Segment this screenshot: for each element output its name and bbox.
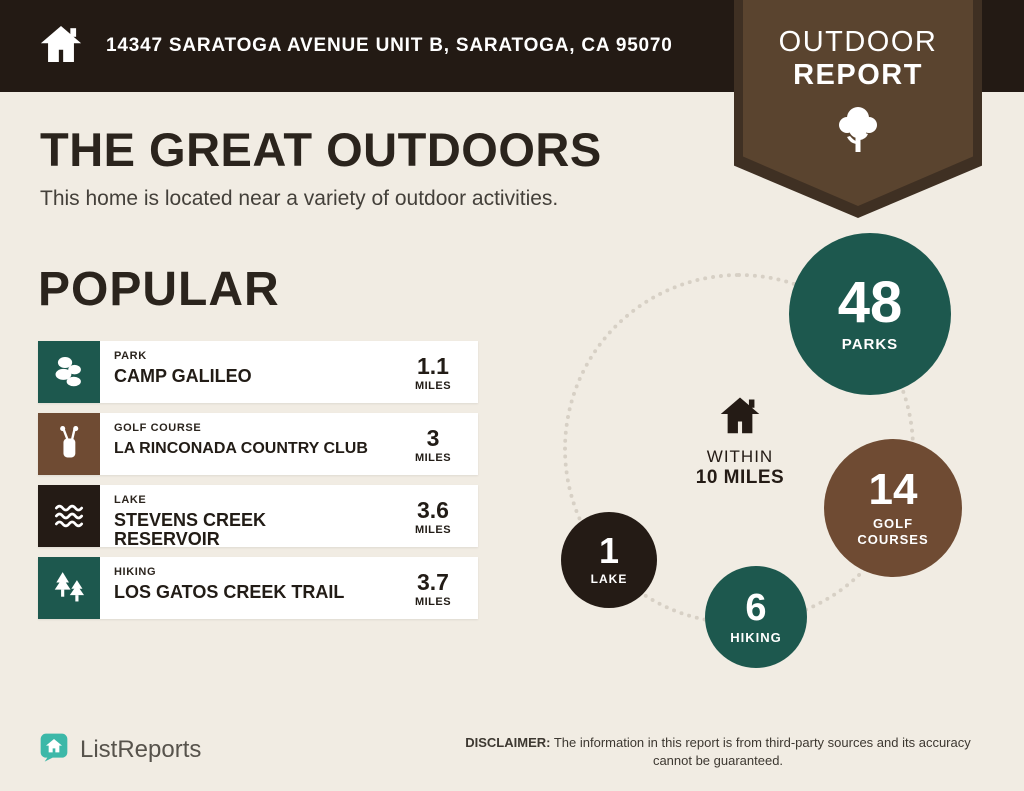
parks-label: PARKS — [841, 336, 899, 353]
popular-heading: POPULAR — [38, 263, 280, 316]
home-marker-icon — [718, 396, 762, 441]
hiking-label: HIKING — [730, 629, 782, 645]
tree-icon — [832, 104, 884, 165]
list-item-hiking: HIKING LOS GATOS CREEK TRAIL 3.7 MILES — [38, 557, 478, 619]
golf-count: 14 — [868, 465, 918, 515]
brand-name: ListReports — [80, 735, 202, 763]
popular-list: PARK CAMP GALILEO 1.1 MILES GOLF COURSE — [38, 341, 478, 629]
page-title: THE GREAT OUTDOORS — [40, 123, 602, 176]
outdoor-report-badge: OUTDOOR REPORT — [734, 0, 982, 218]
badge-inner: OUTDOOR REPORT — [743, 0, 973, 206]
badge-title-line1: OUTDOOR — [778, 26, 938, 58]
golf-label: GOLF COURSES — [857, 516, 929, 547]
home-icon — [38, 21, 84, 72]
listreports-logo-icon — [38, 731, 70, 768]
park-icon — [38, 341, 100, 403]
hiking-count: 6 — [745, 586, 767, 629]
disclaimer-text: The information in this report is from t… — [550, 735, 971, 768]
item-distance: 3.6 — [417, 496, 449, 523]
radius-center: WITHIN 10 MILES — [668, 396, 812, 489]
list-item-park: PARK CAMP GALILEO 1.1 MILES — [38, 341, 478, 403]
item-distance: 3.7 — [417, 568, 449, 595]
item-distance: 3 — [426, 424, 440, 451]
item-distance-unit: MILES — [414, 595, 452, 608]
item-name: STEVENS CREEK RESERVOIR — [114, 510, 267, 548]
page-subtitle: This home is located near a variety of o… — [40, 187, 559, 210]
golf-icon — [38, 413, 100, 475]
item-category: LAKE — [114, 494, 147, 506]
radius-within-label: WITHIN — [706, 447, 774, 466]
bubble-golf-courses: 14 GOLF COURSES — [824, 439, 962, 577]
item-distance-unit: MILES — [414, 523, 452, 536]
parks-count: 48 — [837, 270, 903, 335]
listreports-brand: ListReports — [38, 731, 201, 768]
disclaimer: DISCLAIMER: The information in this repo… — [452, 734, 984, 769]
item-category: GOLF COURSE — [114, 422, 202, 434]
radius-distance-label: 10 MILES — [695, 467, 785, 488]
property-address: 14347 SARATOGA AVENUE UNIT B, SARATOGA, … — [106, 35, 673, 56]
item-name: CAMP GALILEO — [114, 366, 252, 386]
lake-label: LAKE — [590, 572, 628, 587]
lake-count: 1 — [598, 530, 620, 572]
item-distance: 1.1 — [417, 352, 449, 379]
item-category: PARK — [114, 350, 147, 362]
item-distance-unit: MILES — [414, 379, 452, 392]
hiking-icon — [38, 557, 100, 619]
item-distance-unit: MILES — [414, 451, 452, 464]
item-name: LOS GATOS CREEK TRAIL — [114, 582, 345, 602]
lake-icon — [38, 485, 100, 547]
bubble-lake: 1 LAKE — [561, 512, 657, 608]
list-item-golf-course: GOLF COURSE LA RINCONADA COUNTRY CLUB 3 … — [38, 413, 478, 475]
list-item-lake: LAKE STEVENS CREEK RESERVOIR 3.6 MILES — [38, 485, 478, 547]
bubble-hiking: 6 HIKING — [705, 566, 807, 668]
badge-title-line2: REPORT — [793, 59, 923, 91]
bubble-parks: 48 PARKS — [789, 233, 951, 395]
disclaimer-label: DISCLAIMER: — [465, 735, 551, 750]
item-name: LA RINCONADA COUNTRY CLUB — [114, 440, 368, 457]
item-category: HIKING — [114, 566, 157, 578]
